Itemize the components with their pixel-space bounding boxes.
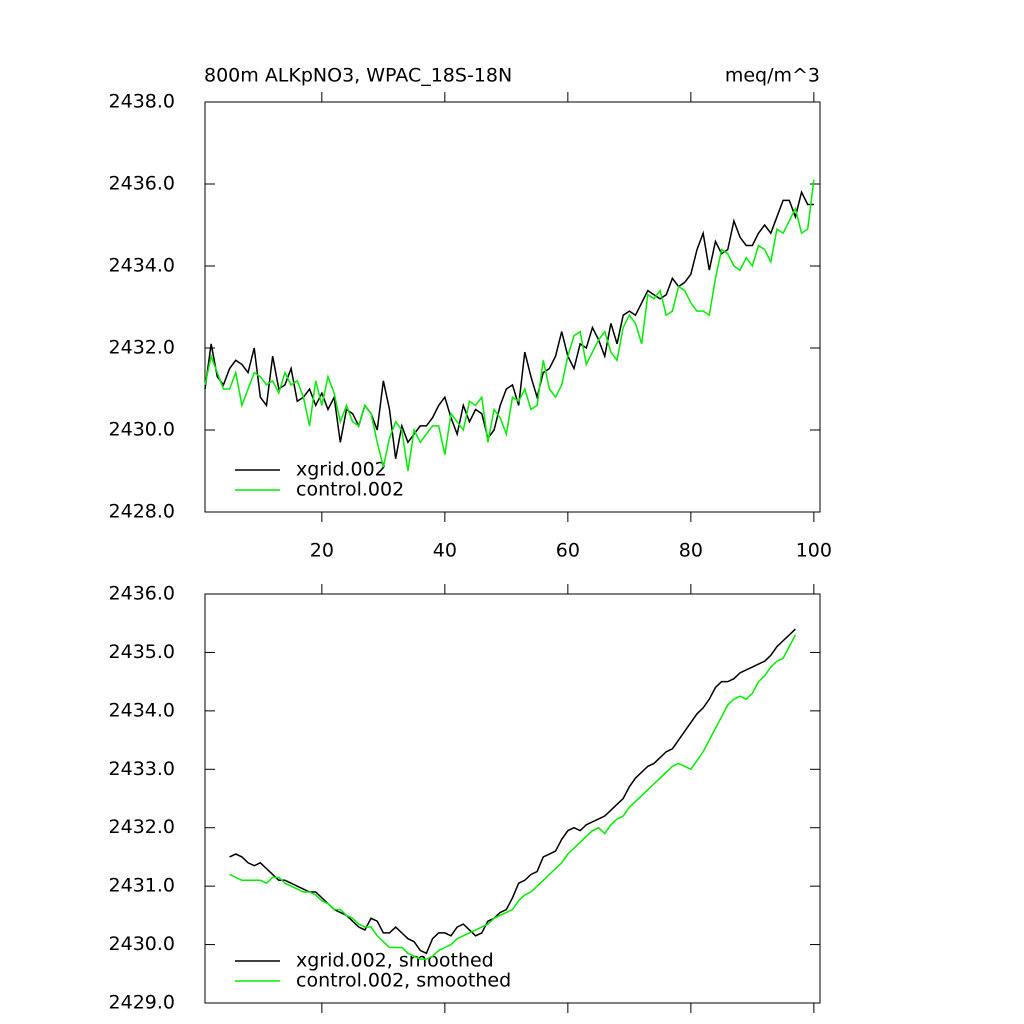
y-tick-label: 2436.0 (109, 583, 175, 605)
y-tick-label: 2429.0 (109, 992, 175, 1014)
legend-label: control.002, smoothed (296, 970, 511, 992)
series-line (229, 628, 796, 955)
y-tick-label: 2435.0 (109, 641, 175, 663)
x-tick-label: 80 (679, 540, 703, 562)
x-tick-label: 100 (796, 540, 832, 562)
x-tick-label: 60 (556, 540, 580, 562)
legend-label: xgrid.002, smoothed (296, 950, 494, 972)
x-tick-label: 20 (310, 540, 334, 562)
series-line (229, 634, 797, 960)
y-tick-label: 2430.0 (109, 933, 175, 955)
y-tick-label: 2438.0 (109, 91, 175, 113)
legend-label: xgrid.002 (296, 459, 387, 481)
y-tick-label: 2428.0 (109, 501, 175, 523)
plot-frame (204, 593, 821, 1004)
y-tick-label: 2432.0 (109, 816, 175, 838)
y-tick-label: 2434.0 (109, 699, 175, 721)
y-tick-label: 2431.0 (109, 875, 175, 897)
chart-title: 800m ALKpNO3, WPAC_18S-18N (204, 65, 512, 87)
series-line (204, 190, 814, 459)
y-tick-label: 2430.0 (109, 419, 175, 441)
y-tick-label: 2433.0 (109, 758, 175, 780)
y-tick-label: 2432.0 (109, 337, 175, 359)
legend-label: control.002 (296, 479, 404, 501)
plot-frame (204, 101, 821, 513)
y-tick-label: 2434.0 (109, 255, 175, 277)
series-line (204, 179, 815, 472)
x-tick-label: 40 (433, 540, 457, 562)
units-label: meq/m^3 (725, 65, 820, 87)
y-tick-label: 2436.0 (109, 173, 175, 195)
